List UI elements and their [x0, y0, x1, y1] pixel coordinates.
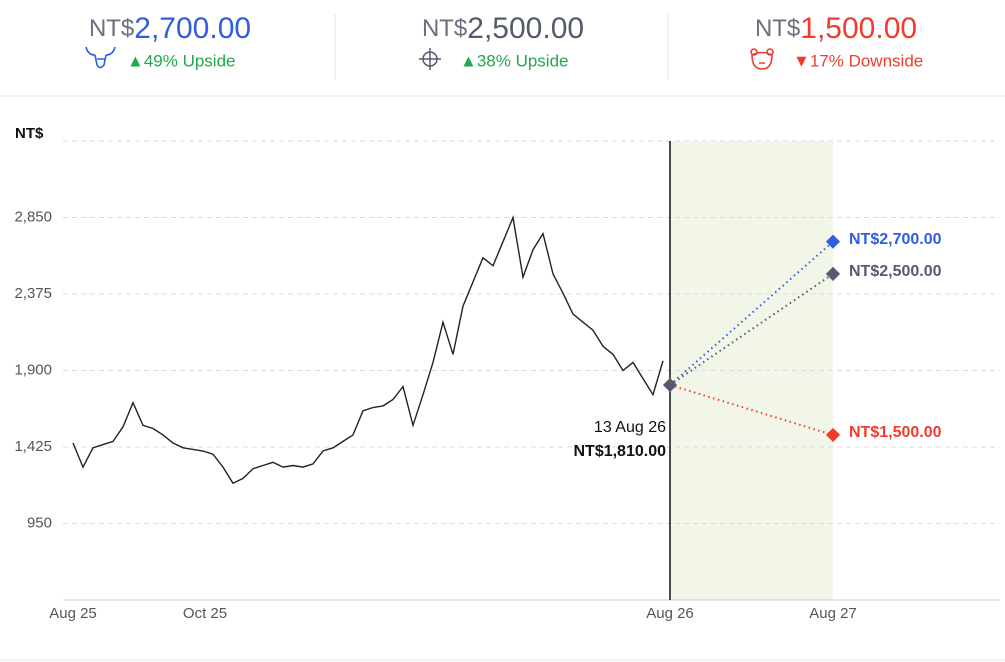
change: ▲49% Upside: [127, 51, 236, 70]
price: 2,500.00: [467, 12, 584, 45]
x-tick-label: Aug 25: [49, 605, 97, 622]
current-date: 13 Aug 26: [594, 419, 666, 436]
target-icon: [419, 48, 441, 70]
target-marker: [825, 427, 841, 442]
x-tick-label: Aug 26: [646, 605, 694, 622]
currency: NT$: [755, 15, 800, 42]
target-line: [669, 240, 834, 386]
current-price: NT$1,810.00: [573, 443, 666, 460]
change: ▼17% Downside: [793, 51, 923, 70]
x-tick-label: Oct 25: [183, 605, 227, 622]
target-line: [669, 384, 834, 436]
target-label: NT$1,500.00: [849, 424, 942, 441]
y-tick-label: 2,850: [14, 208, 52, 225]
target-price: NT$1,500.00: [755, 12, 917, 45]
price: 1,500.00: [800, 12, 917, 45]
target-label: NT$2,700.00: [849, 231, 942, 248]
bear-icon: [750, 48, 774, 70]
y-tick-label: 950: [27, 514, 52, 531]
bull-icon: [85, 46, 116, 69]
current-marker: [662, 377, 678, 393]
change: ▲38% Upside: [460, 51, 569, 70]
y-tick-label: 2,375: [14, 285, 52, 302]
price: 2,700.00: [134, 12, 251, 45]
target-price: NT$2,500.00: [422, 12, 584, 45]
currency: NT$: [422, 15, 467, 42]
target-price: NT$2,700.00: [89, 12, 251, 45]
price-line: [72, 214, 664, 485]
target-label: NT$2,500.00: [849, 263, 942, 280]
y-tick-label: 1,425: [14, 438, 52, 455]
target-marker: [825, 234, 841, 249]
y-tick-label: 1,900: [14, 361, 52, 378]
y-axis-label: NT$: [15, 125, 44, 142]
x-tick-label: Aug 27: [809, 605, 857, 622]
target-marker: [825, 266, 841, 281]
currency: NT$: [89, 15, 134, 42]
